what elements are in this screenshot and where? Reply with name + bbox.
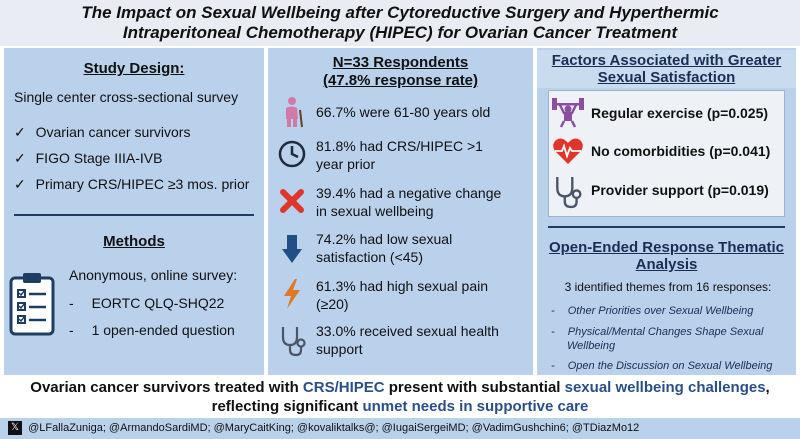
methods-description: Anonymous, online survey: [69, 267, 238, 283]
factors-heading: Factors Associated with Greater Sexual S… [537, 52, 796, 86]
dash-bullet: - [551, 360, 555, 372]
factors-box [548, 90, 785, 217]
stat-line-1: 61.3% had high sexual pain [316, 278, 489, 294]
respondents-panel [268, 48, 533, 375]
respondents-heading: N=33 Respondents (47.8% response rate) [268, 54, 533, 90]
respondents-heading-line-1: N=33 Respondents [332, 54, 469, 71]
conclusion-segment: present with substantial [384, 379, 565, 396]
clock-icon [278, 140, 306, 168]
dash-bullet: - [551, 305, 555, 317]
conclusion-highlight: sexual wellbeing challenges [564, 379, 766, 396]
factor-comorbidities: No comorbidities (p=0.041) [591, 143, 771, 159]
factor-provider-support: Provider support (p=0.019) [591, 182, 769, 198]
list-item: - Physical/Mental Changes Shape Sexual W… [551, 325, 763, 353]
methods-item: EORTC QLQ-SHQ22 [91, 295, 225, 311]
title-line-1: The Impact on Sexual Wellbeing after Cyt… [81, 3, 719, 22]
stat-line-2: satisfaction (<45) [316, 249, 423, 265]
theme-line-1: Other Priorities over Sexual Wellbeing [567, 305, 754, 317]
conclusion-line-1: Ovarian cancer survivors treated with CR… [0, 378, 800, 397]
conclusion-segment: reflecting significant [211, 398, 363, 415]
title-line-2: Intraperitoneal Chemotherapy (HIPEC) for… [122, 23, 678, 42]
stat-text: 81.8% had CRS/HIPEC >1 year prior [316, 137, 483, 173]
list-item: ✓ Primary CRS/HIPEC ≥3 mos. prior [14, 176, 249, 202]
x-logo-icon[interactable]: 𝕏 [8, 421, 22, 436]
check-icon: ✓ [14, 124, 26, 140]
list-item: - EORTC QLQ-SHQ22 [69, 295, 224, 311]
check-icon: ✓ [14, 176, 26, 192]
criteria-item: Primary CRS/HIPEC ≥3 mos. prior [35, 176, 250, 192]
stat-line-1: 74.2% had low sexual [316, 231, 453, 247]
check-icon: ✓ [14, 150, 26, 166]
theme-line-1: Open the Discussion on Sexual Wellbeing [567, 360, 773, 372]
list-item: - Open the Discussion on Sexual Wellbein… [551, 360, 772, 372]
theme-line-1: Physical/Mental Changes Shape Sexual [567, 326, 764, 338]
respondents-heading-line-2: (47.8% response rate) [322, 72, 479, 89]
conclusion-highlight: unmet needs in supportive care [362, 398, 589, 415]
stat-text: 39.4% had a negative change in sexual we… [316, 184, 501, 220]
stat-line-2: support [316, 341, 363, 357]
stat-text: 66.7% were 61-80 years old [316, 104, 491, 120]
list-item: - 1 open-ended question [69, 322, 235, 338]
conclusion-line-2: reflecting significant unmet needs in su… [0, 397, 800, 416]
criteria-list: ✓ Ovarian cancer survivors ✓ FIGO Stage … [14, 124, 249, 202]
red-x-icon [280, 189, 304, 213]
social-handles[interactable]: @LFallaZuniga; @ArmandoSardiMD; @MaryCai… [28, 422, 640, 434]
divider [14, 214, 254, 216]
dash-bullet: - [551, 326, 555, 338]
list-item: ✓ Ovarian cancer survivors [14, 124, 249, 150]
themes-intro: 3 identified themes from 16 responses: [564, 280, 772, 294]
factors-heading-line-1: Factors Associated with Greater [551, 52, 782, 69]
conclusion-segment: Ovarian cancer survivors treated with [30, 379, 303, 396]
stat-line-1: 33.0% received sexual health [316, 323, 499, 339]
dash-bullet: - [69, 295, 74, 311]
lightning-icon [284, 279, 300, 309]
criteria-item: Ovarian cancer survivors [35, 124, 191, 140]
methods-heading: Methods [103, 233, 165, 250]
criteria-item: FIGO Stage IIIA-IVB [35, 150, 163, 166]
divider [548, 226, 785, 228]
stethoscope-icon [556, 177, 582, 209]
conclusion-highlight: CRS/HIPEC [302, 379, 385, 396]
stat-line-2: year prior [316, 156, 376, 172]
study-design-heading: Study Design: [83, 60, 185, 77]
stat-line-1: 81.8% had CRS/HIPEC >1 [316, 138, 483, 154]
weightlifter-icon [552, 98, 584, 128]
conclusion-segment: , [765, 379, 770, 396]
stat-text: 61.3% had high sexual pain (≥20) [316, 277, 488, 313]
theme-line-2: Wellbeing [567, 340, 616, 352]
factors-heading-line-2: Sexual Satisfaction [597, 69, 736, 86]
methods-item: 1 open-ended question [91, 322, 235, 338]
study-design-description: Single center cross-sectional survey [14, 89, 239, 105]
stat-text: 33.0% received sexual health support [316, 322, 499, 358]
stat-text: 74.2% had low sexual satisfaction (<45) [316, 230, 452, 266]
list-item: - Other Priorities over Sexual Wellbeing [551, 305, 753, 317]
dash-bullet: - [69, 322, 74, 338]
factor-exercise: Regular exercise (p=0.025) [591, 105, 769, 121]
page-title: The Impact on Sexual Wellbeing after Cyt… [0, 0, 800, 46]
stat-line-2: (≥20) [316, 296, 349, 312]
open-ended-heading: Open-Ended Response Thematic Analysis [537, 239, 796, 273]
down-arrow-icon [282, 235, 302, 263]
list-item: ✓ FIGO Stage IIIA-IVB [14, 150, 249, 176]
open-ended-heading-line-1: Open-Ended Response Thematic [548, 239, 785, 256]
factors-heading-bg [537, 50, 796, 88]
stat-line-2: in sexual wellbeing [316, 203, 434, 219]
elderly-person-icon [286, 97, 303, 128]
open-ended-heading-line-2: Analysis [635, 256, 698, 273]
stat-line-1: 39.4% had a negative change [316, 185, 502, 201]
clipboard-icon [9, 273, 55, 336]
heart-monitor-icon [553, 138, 583, 164]
social-handles-bar: 𝕏 @LFallaZuniga; @ArmandoSardiMD; @MaryC… [0, 418, 800, 439]
stethoscope-icon [281, 327, 306, 357]
conclusion: Ovarian cancer survivors treated with CR… [0, 378, 800, 416]
